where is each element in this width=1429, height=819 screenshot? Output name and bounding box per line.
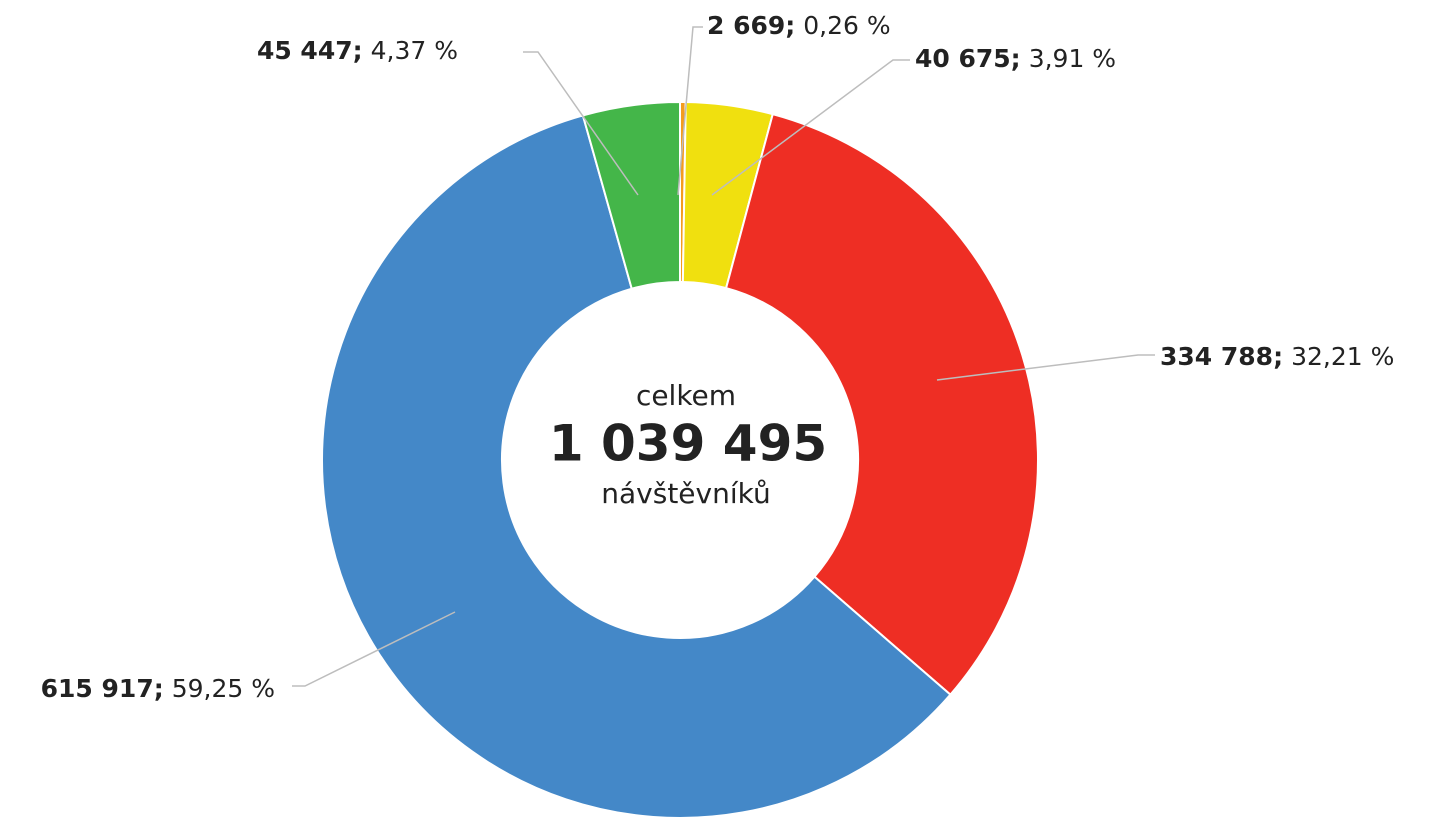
data-label-percent: 32,21 % [1291,342,1394,371]
donut-segment [321,114,952,819]
donut-segment [724,112,1039,697]
data-label-percent: 3,91 % [1029,44,1116,73]
center-total: 1 039 495 [549,415,827,473]
leader-line [711,59,910,196]
data-label: 2 669; 0,26 % [707,11,891,40]
data-label: 334 788; 32,21 % [1160,342,1394,371]
data-label-value: 615 917; [41,674,164,703]
data-label: 40 675; 3,91 % [915,44,1116,73]
data-label: 615 917; 59,25 % [41,674,275,703]
data-label: 45 447; 4,37 % [257,36,458,65]
leader-line [523,51,639,196]
leader-line [936,354,1155,381]
donut-segment [581,100,681,290]
data-label-value: 334 788; [1160,342,1283,371]
leader-line [292,611,456,687]
data-label-value: 40 675; [915,44,1021,73]
data-label-percent: 59,25 % [172,674,275,703]
data-label-value: 45 447; [257,36,363,65]
center-unit: návštěvníků [601,477,770,510]
center-caption: celkem [636,379,736,412]
data-label-percent: 4,37 % [371,36,458,65]
leader-line [677,26,703,196]
data-label-value: 2 669; [707,11,795,40]
data-label-percent: 0,26 % [803,11,890,40]
